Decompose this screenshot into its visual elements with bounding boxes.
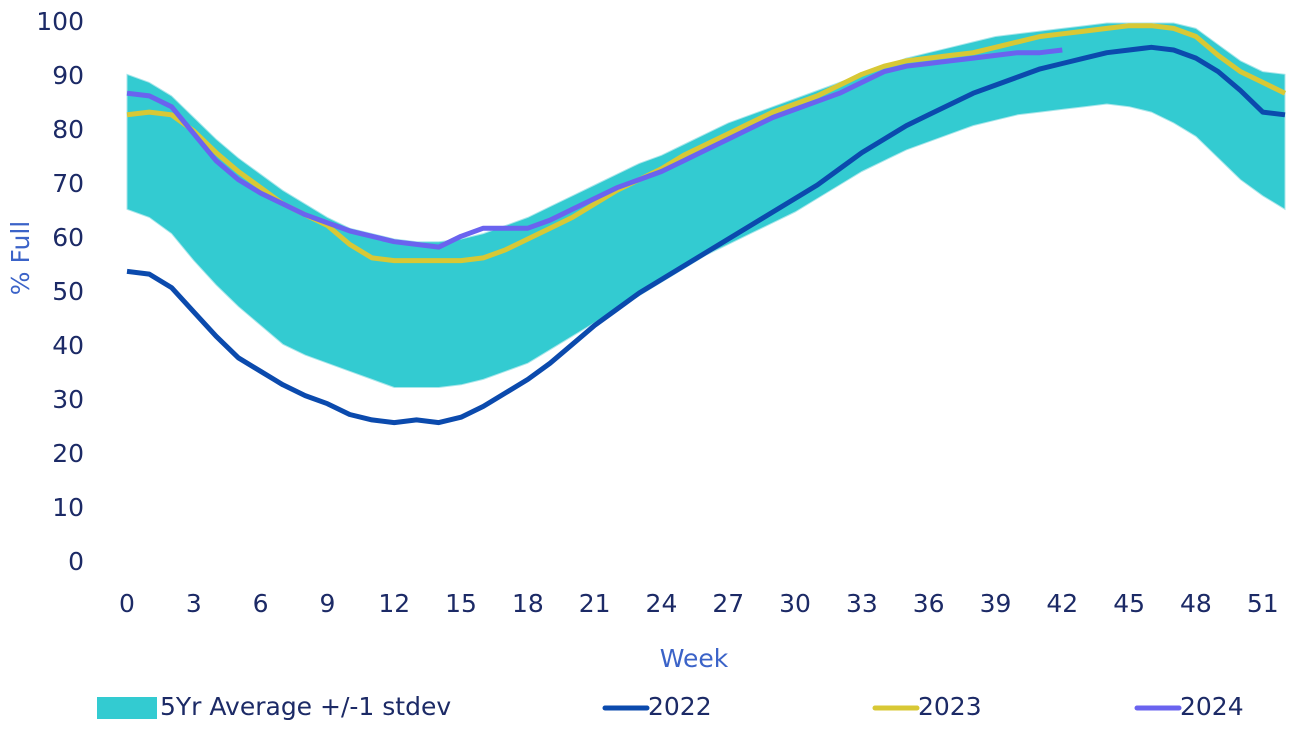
x-tick-label: 39 — [980, 589, 1012, 618]
y-tick-label: 80 — [52, 115, 84, 144]
legend-swatch — [97, 697, 157, 719]
y-tick-label: 90 — [52, 61, 84, 90]
legend-label: 2023 — [918, 692, 982, 721]
legend-label: 2024 — [1180, 692, 1244, 721]
x-tick-label: 30 — [779, 589, 811, 618]
x-tick-label: 18 — [512, 589, 544, 618]
legend-label: 2022 — [648, 692, 712, 721]
x-tick-label: 51 — [1247, 589, 1279, 618]
x-tick-label: 33 — [846, 589, 878, 618]
y-tick-label: 30 — [52, 385, 84, 414]
x-tick-label: 9 — [319, 589, 335, 618]
x-tick-label: 48 — [1180, 589, 1212, 618]
x-tick-label: 24 — [646, 589, 678, 618]
x-tick-label: 21 — [579, 589, 611, 618]
x-tick-label: 0 — [119, 589, 135, 618]
y-tick-label: 70 — [52, 169, 84, 198]
y-tick-label: 50 — [52, 277, 84, 306]
x-tick-label: 6 — [253, 589, 269, 618]
y-tick-label: 20 — [52, 439, 84, 468]
y-axis-title: % Full — [6, 221, 35, 295]
y-tick-label: 40 — [52, 331, 84, 360]
x-tick-label: 36 — [913, 589, 945, 618]
x-tick-label: 12 — [378, 589, 410, 618]
x-tick-label: 42 — [1046, 589, 1078, 618]
legend-label: 5Yr Average +/-1 stdev — [160, 692, 451, 721]
y-tick-label: 100 — [36, 7, 84, 36]
x-tick-label: 3 — [186, 589, 202, 618]
y-tick-label: 60 — [52, 223, 84, 252]
x-tick-label: 15 — [445, 589, 477, 618]
y-tick-label: 10 — [52, 493, 84, 522]
y-tick-label: 0 — [68, 547, 84, 576]
series-line — [126, 47, 1063, 250]
series-line — [126, 44, 1286, 426]
x-tick-label: 27 — [712, 589, 744, 618]
band-area — [126, 22, 1286, 388]
x-tick-label: 45 — [1113, 589, 1145, 618]
x-axis-title: Week — [660, 644, 729, 673]
